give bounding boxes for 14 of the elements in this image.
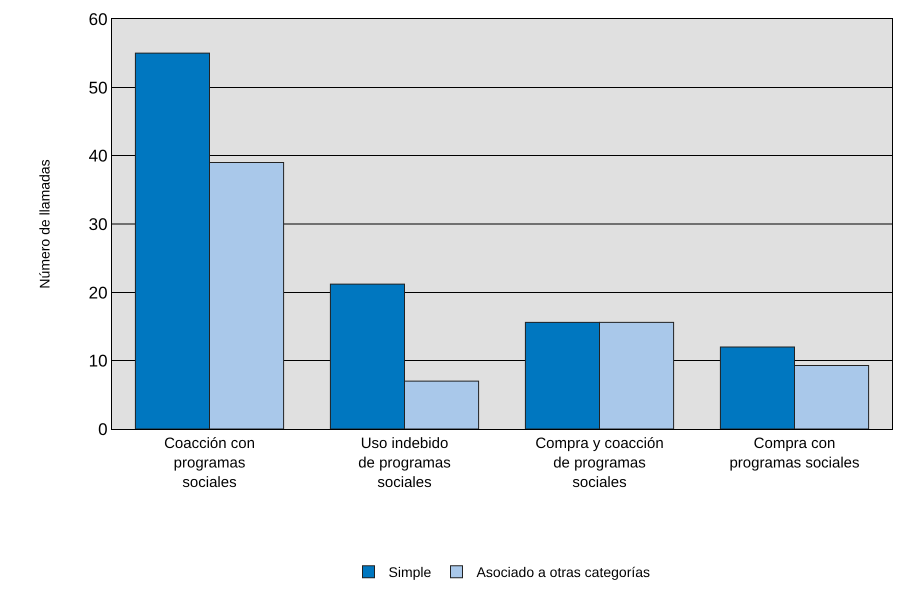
y-tick-label: 30 (88, 214, 108, 234)
x-tick-label: Compra con programas sociales (729, 435, 860, 472)
x-tick-label: Uso indebido de programas sociales (358, 435, 451, 491)
legend-label: Asociado a otras categorías (476, 564, 650, 580)
y-tick-label: 40 (88, 146, 108, 166)
y-axis-title: Número de llamadas (36, 159, 52, 289)
y-tick-label: 10 (88, 352, 108, 371)
y-tick-label: 0 (98, 420, 108, 439)
y-tick-label: 50 (88, 78, 108, 98)
y-tick-label: 20 (88, 283, 108, 302)
legend-label: Simple (388, 564, 432, 580)
x-tick-label: Coacción con programas sociales (164, 435, 255, 491)
y-tick-label: 60 (88, 10, 108, 29)
x-tick-label: Compra y coacción de programas sociales (535, 435, 664, 491)
